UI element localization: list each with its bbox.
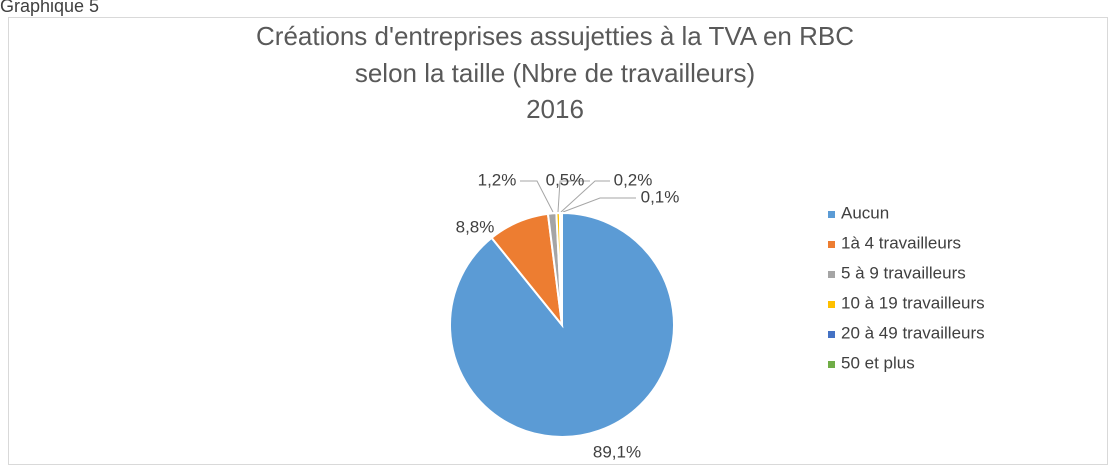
legend-label: 20 à 49 travailleurs [841,323,985,342]
legend-label: 50 et plus [841,353,915,372]
chart-title: Créations d'entreprises assujetties à la… [256,21,854,51]
data-label: 89,1% [593,442,641,461]
legend-label: 1à 4 travailleurs [841,233,961,252]
data-label: 0,5% [546,170,585,189]
data-label: 0,1% [641,187,680,206]
legend-swatch [828,361,835,368]
page-label: Graphique 5 [0,0,99,16]
legend-swatch [828,271,835,278]
leader-line [520,180,554,213]
legend-label: Aucun [841,203,889,222]
leader-line [562,197,636,213]
legend-swatch [828,211,835,218]
leader-line [560,180,610,213]
legend-label: 5 à 9 travailleurs [841,263,966,282]
chart-title: 2016 [526,94,584,124]
legend-label: 10 à 19 travailleurs [841,293,985,312]
leader-line [557,180,590,213]
legend-swatch [828,331,835,338]
data-label: 0,2% [614,170,653,189]
data-label: 1,2% [478,170,517,189]
pie-slice [560,211,563,326]
legend-swatch [828,301,835,308]
chart-title: selon la taille (Nbre de travailleurs) [355,58,755,88]
data-label: 8,8% [456,217,495,236]
leader-lines [520,180,636,213]
legend-swatch [828,241,835,248]
